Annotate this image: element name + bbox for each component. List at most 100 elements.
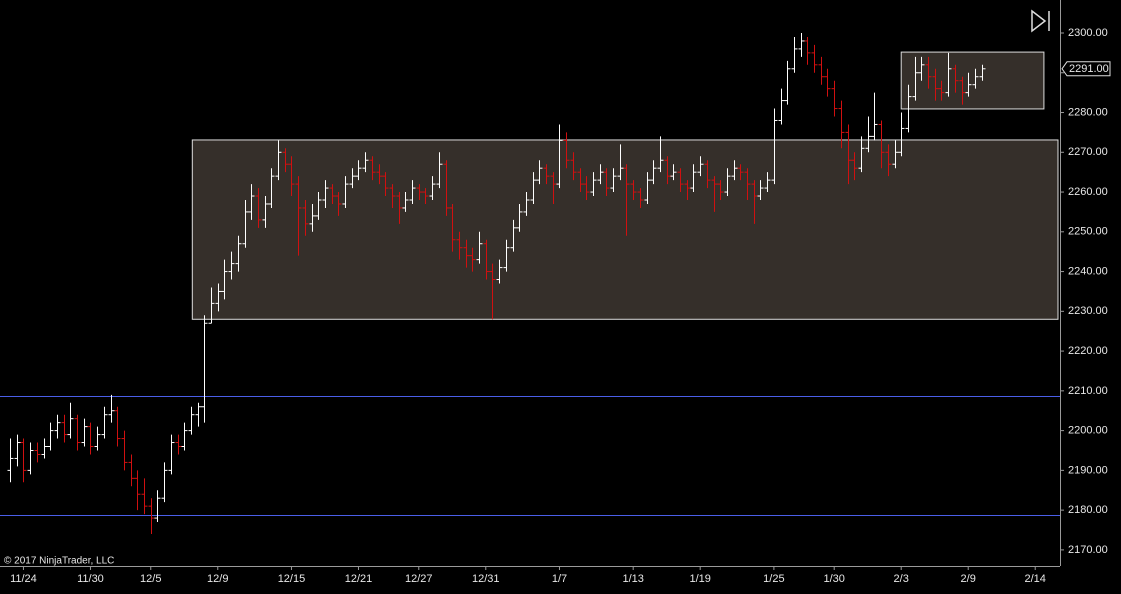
ohlc-bar [201,315,208,423]
ohlc-bar [503,239,510,272]
ohlc-bar [342,176,349,208]
ohlc-bar [74,414,81,451]
ohlc-bar [623,164,630,236]
ohlc-bar [764,172,771,193]
ohlc-bar [114,406,121,447]
y-tick-label: 2270.00 [1068,146,1108,158]
ohlc-bar [523,192,530,216]
ohlc-bar [409,180,416,204]
ohlc-bar [121,430,128,471]
ohlc-bar [295,176,302,256]
ohlc-bar [570,152,577,181]
ohlc-bar [945,52,952,97]
ohlc-bar [784,60,791,105]
ohlc-bar [831,80,838,117]
x-tick-label: 2/14 [1024,573,1045,585]
ohlc-bar [711,176,718,212]
ohlc-bar [81,418,88,447]
ohlc-bar [583,176,590,200]
ohlc-bar [235,235,242,272]
y-tick-label: 2240.00 [1068,265,1108,277]
ohlc-bar [590,172,597,197]
y-tick-label: 2220.00 [1068,345,1108,357]
ohlc-bar [610,168,617,193]
ohlc-bar [376,164,383,185]
ohlc-bar [536,160,543,185]
y-tick-label: 2250.00 [1068,226,1108,238]
last-price-label: 2291.00 [1069,63,1109,75]
ohlc-bar [664,156,671,185]
ohlc-bar [315,192,322,220]
ohlc-bar [791,36,798,73]
ohlc-bar [670,164,677,181]
ohlc-bar [965,72,972,97]
ohlc-bar [47,422,54,451]
ohlc-bar [751,180,758,224]
y-tick-label: 2300.00 [1068,27,1108,39]
ohlc-bar [255,188,262,228]
ohlc-bar [349,168,356,189]
ohlc-bar [382,172,389,197]
ohlc-bar [778,88,785,125]
ohlc-bar [496,259,503,284]
x-tick-label: 12/9 [207,573,228,585]
ohlc-bar [248,184,255,220]
ohlc-bar [912,56,919,101]
plot-area [0,33,1060,534]
y-tick-label: 2280.00 [1068,106,1108,118]
ohlc-bar [905,84,912,133]
ohlc-bar [489,263,496,320]
last-price-marker [1061,61,1111,77]
scroll-end-button[interactable] [1028,8,1054,33]
ohlc-bar [597,164,604,185]
ohlc-bar [148,498,155,534]
ohlc-bar [818,56,825,85]
ohlc-bar [938,80,945,101]
ohlc-bar [617,144,624,181]
ohlc-bar [972,68,979,89]
ohlc-bar [369,156,376,181]
x-tick-label: 1/25 [763,573,784,585]
ohlc-bar [443,160,450,216]
ohlc-bar [228,251,235,280]
y-tick-label: 2230.00 [1068,305,1108,317]
ohlc-bar [288,156,295,197]
x-tick-label: 11/24 [10,573,37,585]
ohlc-bar [650,160,657,185]
ohlc-bar [282,148,289,173]
ohlc-bar [195,402,202,427]
y-tick-label: 2260.00 [1068,186,1108,198]
ohlc-bar [757,180,764,200]
ohlc-bar [168,434,175,475]
ohlc-bar [577,168,584,193]
ohlc-bar [737,164,744,181]
ohlc-bar [925,56,932,89]
ohlc-bar [845,124,852,185]
ohlc-bar [851,152,858,181]
ohlc-bar [181,422,188,451]
ohlc-bar [637,188,644,208]
x-tick-label: 12/31 [472,573,500,585]
ohlc-bar [215,283,222,312]
ohlc-bar [221,259,228,300]
ohlc-bar [510,219,517,252]
ohlc-bar [697,156,704,177]
x-tick-label: 1/19 [689,573,710,585]
ohlc-bar [94,426,101,451]
range-box [191,139,1059,320]
play-icon [1031,9,1047,33]
x-tick-label: 1/7 [552,573,567,585]
ohlc-bar [798,33,805,57]
ohlc-bar [128,454,135,487]
ohlc-bar [556,124,563,189]
ohlc-bar [422,188,429,204]
y-tick-label: 2170.00 [1068,544,1108,556]
ohlc-bar [630,180,637,200]
ohlc-bar [892,140,899,169]
y-tick-label: 2180.00 [1068,504,1108,516]
ohlc-bar [108,394,115,423]
ohlc-bar [724,168,731,197]
range-box [900,51,1045,110]
ohlc-bar [771,108,778,185]
